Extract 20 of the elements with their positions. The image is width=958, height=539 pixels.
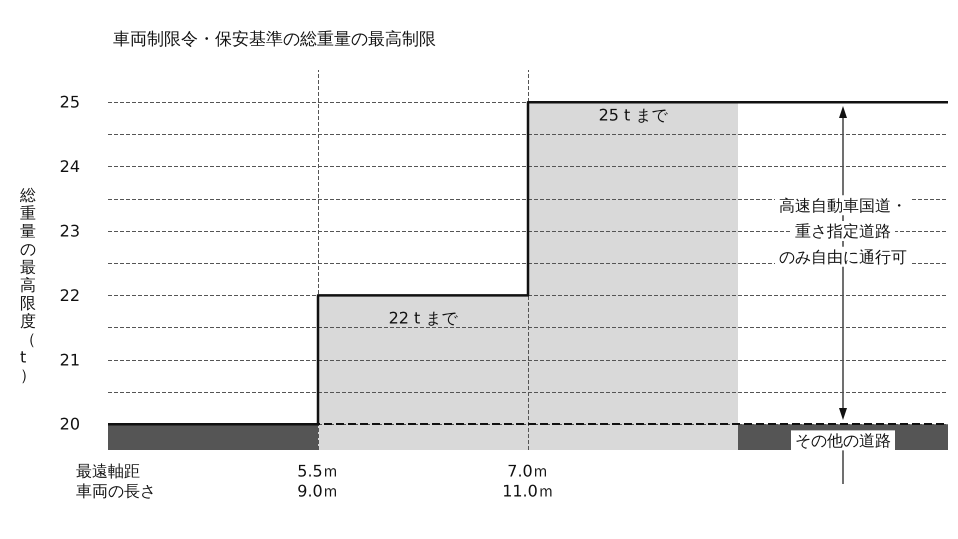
y-tick-label: 21: [60, 350, 80, 370]
x-axis-title: 最遠軸距: [76, 462, 140, 480]
x-tick-label: 7.0ｍ: [507, 462, 549, 480]
annotation: 25 t まで: [598, 106, 668, 125]
annotation: その他の道路: [795, 430, 891, 450]
y-tick-label: 24: [60, 157, 80, 176]
annotation: 高速自動車国道・: [779, 196, 907, 215]
y-tick-label: 23: [60, 222, 80, 241]
y-tick-label: 20: [60, 414, 80, 434]
x-tick-label: 5.5ｍ: [297, 462, 339, 480]
chart-title: 車両制限令・保安基準の総重量の最高制限: [113, 30, 436, 50]
x2-tick-label: 9.0ｍ: [297, 482, 339, 500]
annotation: のみ自由に通行可: [779, 247, 907, 266]
y-tick-label: 25: [60, 92, 80, 112]
annotation: 22 t まで: [388, 308, 458, 328]
x2-tick-label: 11.0ｍ: [502, 482, 554, 500]
annotation: 重さ指定道路: [795, 222, 891, 241]
y-tick-label: 22: [60, 286, 80, 305]
x2-axis-title: 車両の長さ: [76, 482, 156, 500]
text: 総重量の最高限度（t）: [20, 186, 36, 384]
